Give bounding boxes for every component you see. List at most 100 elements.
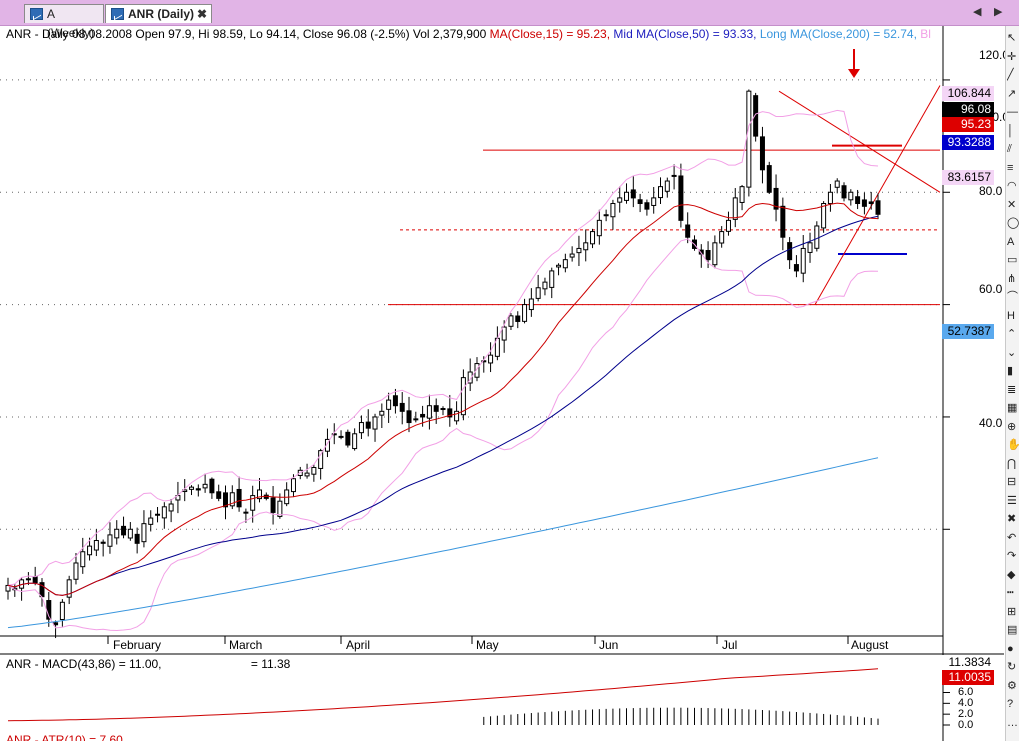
- price-tick: 60.0: [979, 282, 1003, 296]
- text-tool-icon[interactable]: A: [1007, 235, 1015, 248]
- properties-icon[interactable]: ☰: [1007, 494, 1017, 507]
- candle-body: [481, 360, 487, 363]
- ray-tool-icon[interactable]: ↗: [1007, 87, 1017, 100]
- candle-body: [250, 495, 256, 511]
- settings-icon[interactable]: ⚙: [1007, 679, 1017, 692]
- price-candles: [5, 89, 881, 639]
- candle-body: [454, 410, 460, 422]
- candle-body: [698, 249, 704, 255]
- candle-body: [814, 225, 820, 249]
- arc-icon[interactable]: ◠: [1007, 180, 1017, 192]
- crosshair-icon[interactable]: ✛: [1007, 50, 1017, 63]
- candle-body: [793, 264, 799, 272]
- candle-body: [73, 562, 79, 580]
- layers-icon[interactable]: ▤: [1007, 624, 1018, 636]
- channel-icon[interactable]: ⫽: [1007, 143, 1012, 155]
- tab-a-weekly[interactable]: A (Weekly): [24, 4, 104, 40]
- hand-icon[interactable]: ✋: [1007, 439, 1019, 451]
- globe-icon[interactable]: ●: [1007, 642, 1014, 655]
- chart-icon: [30, 8, 43, 20]
- candle-body: [678, 175, 684, 221]
- candle-body: [732, 197, 738, 220]
- scroll-left-icon[interactable]: ◀: [973, 6, 982, 18]
- bollinger-upper-line: [7, 109, 879, 586]
- candle-body: [542, 281, 548, 290]
- gann-icon[interactable]: ✕: [1007, 198, 1017, 211]
- regression-icon[interactable]: ≣: [1007, 383, 1017, 396]
- candle-body: [759, 136, 765, 171]
- arrow-head: [848, 69, 860, 78]
- candle-body: [290, 478, 296, 493]
- candle-body: [780, 205, 786, 238]
- magnet-icon[interactable]: ⋂: [1007, 457, 1017, 470]
- candle-body: [318, 450, 324, 469]
- ohlc-info: - Daily 08.08.2008 Open 97.9, Hi 98.59, …: [31, 27, 490, 41]
- style-icon[interactable]: ┅: [1007, 587, 1014, 599]
- candle-body: [848, 191, 854, 201]
- candle-body: [87, 545, 93, 556]
- candle-body: [610, 203, 616, 218]
- ellipse-icon[interactable]: ◯: [1007, 217, 1019, 229]
- horizontal-line-icon[interactable]: —: [1007, 106, 1018, 118]
- rectangle-icon[interactable]: ▭: [1007, 254, 1018, 266]
- candle-body: [719, 231, 725, 244]
- candle-body: [134, 533, 140, 544]
- descending-trendline: [778, 90, 941, 193]
- chart-area[interactable]: [0, 26, 1004, 741]
- help-icon[interactable]: ?: [1007, 698, 1014, 710]
- color-icon[interactable]: ◆: [1007, 568, 1016, 581]
- macd-tick: 2.0: [958, 708, 974, 720]
- macd-tick: 4.0: [958, 697, 974, 709]
- candle-body: [596, 219, 602, 237]
- snap-icon[interactable]: ⊞: [1007, 605, 1017, 618]
- fibonacci-icon[interactable]: ≡: [1007, 161, 1014, 174]
- high-low-icon[interactable]: H: [1007, 309, 1015, 322]
- arrow-down-icon[interactable]: ⌄: [1007, 346, 1017, 359]
- macd-header: ANR - MACD(43,86) = 11.00, = 11.38: [6, 657, 290, 671]
- redo-icon[interactable]: ↷: [1007, 550, 1017, 562]
- cursor-icon[interactable]: ↖: [1007, 32, 1017, 44]
- macd-tick: 0.0: [958, 719, 974, 731]
- candle-body: [705, 250, 711, 261]
- close-icon[interactable]: ✖: [196, 7, 207, 21]
- macd-signal-label: = 11.38: [250, 657, 291, 671]
- scroll-right-icon[interactable]: ▶: [994, 6, 1003, 18]
- pitchfork-icon[interactable]: ⋔: [1007, 272, 1017, 285]
- undo-icon[interactable]: ↶: [1007, 531, 1017, 544]
- eraser-icon[interactable]: ▮: [1007, 365, 1014, 377]
- ma15-value: 95.23: [942, 117, 994, 132]
- month-label: April: [346, 638, 371, 652]
- lock-icon[interactable]: ⊟: [1007, 476, 1017, 488]
- candle-body: [467, 371, 473, 384]
- candle-body: [93, 540, 99, 551]
- bollinger-label: Bl: [920, 27, 931, 41]
- line-tool-icon[interactable]: ╱: [1007, 69, 1014, 81]
- candle-body: [583, 242, 589, 251]
- candle-body: [331, 433, 337, 436]
- candle-body: [270, 497, 276, 513]
- zoom-icon[interactable]: ⊕: [1007, 420, 1017, 433]
- candle-body: [324, 438, 330, 452]
- delete-icon[interactable]: ✖: [1007, 513, 1017, 525]
- candle-body: [399, 402, 405, 412]
- candle-body: [644, 202, 650, 210]
- grid-icon[interactable]: ▦: [1007, 402, 1018, 414]
- atr-label: ANR - ATR(10) = 7.60: [6, 734, 123, 741]
- cycles-icon[interactable]: ⌒: [1007, 291, 1018, 303]
- candle-body: [114, 528, 120, 539]
- candle-body: [637, 199, 643, 205]
- candle-body: [338, 435, 344, 438]
- candle-body: [671, 174, 677, 177]
- candle-body: [107, 534, 113, 547]
- candle-body: [392, 395, 398, 407]
- candle-body: [379, 410, 385, 416]
- vertical-line-icon[interactable]: │: [1007, 124, 1014, 137]
- refresh-icon[interactable]: ↻: [1007, 661, 1017, 673]
- tab-anr-daily[interactable]: ANR (Daily) ✖: [105, 4, 212, 23]
- more-icon[interactable]: …: [1007, 716, 1018, 729]
- candle-body: [426, 405, 432, 419]
- candle-body: [161, 506, 167, 519]
- candle-body: [807, 242, 813, 253]
- candle-body: [868, 201, 874, 205]
- arrow-up-icon[interactable]: ⌃: [1007, 328, 1017, 340]
